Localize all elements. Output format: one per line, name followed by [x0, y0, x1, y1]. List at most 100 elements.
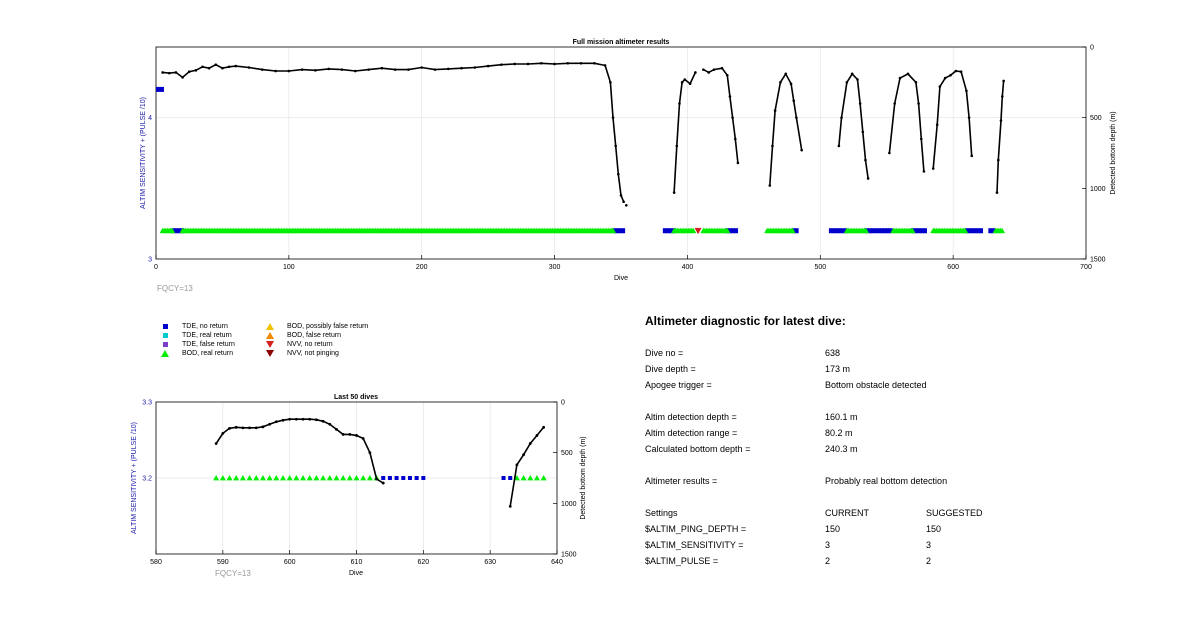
depth-point [214, 63, 218, 66]
depth-point [736, 161, 740, 165]
y2-tick-label: 1000 [1090, 186, 1106, 193]
legend-item: BOD, false return [265, 331, 341, 339]
depth-point [800, 148, 803, 152]
depth-point [268, 422, 272, 426]
tde-no-return-marker [879, 228, 884, 234]
depth-point [539, 61, 543, 65]
tde-no-return-marker [381, 476, 386, 480]
legend-label: TDE, false return [182, 340, 235, 348]
tde-no-return-marker [917, 228, 922, 234]
legend-label: TDE, real return [182, 331, 232, 339]
depth-point [353, 69, 357, 73]
tde-no-return-marker [882, 228, 887, 234]
tde-no-return-marker [967, 228, 972, 234]
diagnostic-suggested: 2 [926, 556, 932, 566]
depth-point [840, 116, 843, 119]
legend-label: NVV, not pinging [287, 349, 339, 357]
depth-point [174, 71, 178, 74]
diagnostic-value: 160.1 m [825, 412, 858, 422]
legend-item: BOD, possibly false return [265, 322, 368, 330]
diagnostic-label: Dive depth = [645, 364, 696, 374]
x-tick-label: 630 [484, 559, 496, 566]
tde-no-return-marker [867, 228, 872, 234]
tde-no-return-marker [834, 228, 839, 234]
bod-real-return-marker [789, 227, 796, 234]
main-chart-title: Full mission altimeter results [573, 39, 670, 46]
sub-x-axis-label: Dive [349, 570, 363, 577]
diagnostic-label: Altimeter results = [645, 476, 718, 486]
depth-point [694, 71, 697, 74]
diagnostic-row: $ALTIM_PULSE = 2 2 [645, 556, 1065, 568]
sub-plot-frame [155, 401, 558, 555]
depth-line [703, 67, 739, 163]
y-tick-label: 3 [148, 257, 152, 264]
tde-no-return-marker [976, 228, 981, 234]
diagnostic-value: Bottom obstacle detected [825, 380, 927, 390]
depth-point [327, 67, 331, 71]
depth-point [380, 66, 384, 70]
bod-real-return-marker [520, 475, 527, 481]
depth-point [795, 116, 798, 119]
depth-point [234, 64, 238, 68]
bod-real-return-marker [226, 475, 233, 481]
depth-point [553, 62, 556, 66]
depth-point [167, 71, 171, 75]
depth-point [771, 144, 774, 148]
diagnostic-label: Altim detection depth = [645, 412, 737, 422]
depth-point [683, 78, 687, 81]
depth-point [970, 154, 974, 158]
depth-point [535, 434, 539, 437]
diagnostic-suggested: 3 [926, 540, 932, 550]
depth-point [995, 191, 999, 194]
y2-tick-label: 1500 [1090, 257, 1106, 264]
x-tick-label: 100 [283, 264, 295, 271]
depth-point [446, 67, 450, 71]
bod-real-return-marker [360, 475, 367, 481]
diagnostic-row: Altim detection range = 80.2 m [645, 428, 1065, 440]
depth-point [688, 82, 692, 86]
x-tick-label: 610 [351, 559, 363, 566]
depth-point [294, 417, 298, 421]
depth-point [315, 418, 318, 422]
bod-real-return-marker [213, 475, 220, 481]
bod-real-return-marker [999, 227, 1006, 234]
depth-line [769, 72, 803, 186]
depth-point [720, 66, 724, 70]
depth-point [528, 442, 532, 445]
x-tick-label: 400 [682, 264, 694, 271]
depth-point [301, 417, 305, 421]
square-marker-icon [160, 331, 170, 339]
x-tick-label: 600 [284, 559, 296, 566]
depth-point [866, 177, 870, 180]
depth-point [614, 144, 617, 148]
tde-no-return-marker [177, 228, 182, 234]
depth-point [500, 63, 503, 66]
depth-point [254, 426, 258, 430]
bod-real-return-marker [724, 227, 731, 234]
depth-point [672, 191, 676, 194]
depth-point [967, 116, 971, 119]
tde-no-return-marker [615, 228, 620, 234]
bod-real-return-marker [259, 475, 266, 481]
bod-real-return-marker [253, 475, 260, 481]
depth-point [997, 158, 1000, 162]
depth-point [522, 453, 525, 457]
depth-point [837, 144, 841, 148]
tde-no-return-marker [731, 228, 736, 234]
y-tick-label: 3.3 [142, 400, 152, 407]
legend-label: NVV, no return [287, 340, 333, 348]
triangle-up-marker-icon [265, 331, 275, 339]
bod-real-return-marker [366, 475, 373, 481]
depth-point [917, 102, 920, 105]
main-footnote: FQCY=13 [157, 284, 193, 293]
depth-point [288, 417, 292, 421]
depth-point [898, 76, 902, 80]
y2-tick-label: 1000 [561, 501, 577, 508]
tde-no-return-marker [668, 228, 673, 234]
legend-item: TDE, real return [160, 331, 232, 339]
depth-point [625, 203, 628, 207]
depth-point [609, 81, 612, 84]
depth-point [959, 70, 963, 74]
depth-point [321, 419, 325, 423]
bod-real-return-marker [373, 475, 380, 481]
